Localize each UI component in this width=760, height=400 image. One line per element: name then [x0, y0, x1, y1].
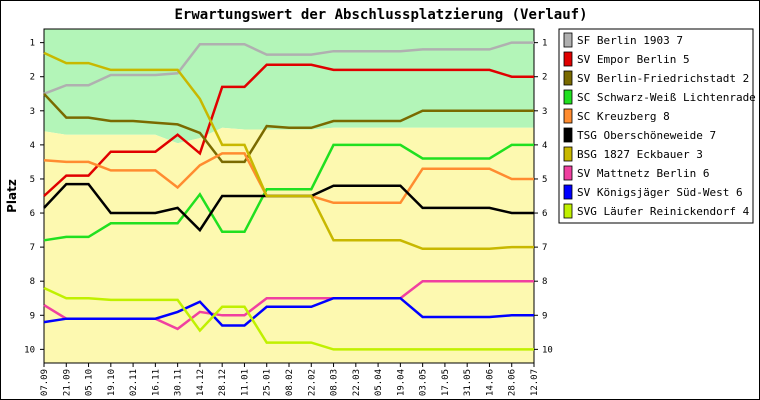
x-tick-label: 12.07	[530, 369, 540, 396]
x-tick-label: 16.11	[151, 369, 161, 396]
y-tick-label-left: 10	[24, 345, 35, 355]
x-tick-label: 07.09	[40, 369, 50, 396]
y-tick-label-left: 4	[30, 141, 35, 151]
legend-swatch	[563, 89, 573, 105]
legend-entry: SV Mattnetz Berlin 6	[577, 167, 709, 180]
legend-entry: SV Empor Berlin 5	[577, 53, 690, 66]
x-tick-label: 19.04	[396, 369, 406, 396]
series-lines	[43, 41, 534, 351]
y-tick-label-left: 9	[30, 311, 35, 321]
x-tick-label: 28.06	[508, 369, 518, 396]
x-tick-label: 17.05	[441, 369, 451, 396]
x-tick-label: 03.05	[419, 369, 429, 396]
legend-swatch	[563, 146, 573, 162]
series-line-8	[43, 296, 534, 327]
y-tick-label-right: 6	[542, 209, 547, 219]
y-tick-label-right: 3	[542, 107, 547, 117]
y-tick-label-right: 8	[542, 277, 547, 287]
y-tick-label-left: 6	[30, 209, 35, 219]
legend-entry: BSG 1827 Eckbauer 3	[577, 148, 703, 161]
y-tick-label-right: 2	[542, 73, 547, 83]
chart-title: Erwartungswert der Abschlussplatzierung …	[174, 7, 587, 23]
legend-entry: SVG Läufer Reinickendorf 4	[577, 205, 750, 218]
x-tick-label: 08.03	[330, 369, 340, 396]
series-line-2	[43, 92, 534, 164]
y-tick-label-right: 1	[542, 39, 547, 49]
y-tick-label-right: 5	[542, 175, 547, 185]
background-zone-1	[44, 127, 534, 363]
x-tick-label: 19.10	[107, 369, 117, 396]
x-tick-label: 22.02	[307, 369, 317, 396]
y-tick-label-left: 8	[30, 277, 35, 287]
series-line-1	[43, 63, 534, 197]
y-tick-label-right: 4	[542, 141, 547, 151]
x-tick-label: 28.12	[218, 369, 228, 396]
y-tick-label-left: 3	[30, 107, 35, 117]
series-line-0	[43, 41, 534, 95]
y-tick-label-right: 10	[542, 345, 553, 355]
series-line-6	[43, 51, 534, 251]
legend-box	[558, 28, 754, 224]
legend: SF Berlin 1903 7 SV Empor Berlin 5 SV Berl…	[558, 28, 759, 224]
legend-swatch	[563, 32, 573, 48]
x-tick-label: 25.01	[263, 369, 273, 396]
legend-swatch	[563, 127, 573, 143]
legend-entry: SV Königsjäger Süd-West 6	[577, 186, 743, 199]
y-tick-label-left: 7	[30, 243, 35, 253]
x-tick-label: 14.06	[485, 369, 495, 396]
x-tick-label: 05.04	[374, 369, 384, 396]
legend-entry: SV Berlin-Friedrichstadt 2	[577, 72, 749, 85]
y-axis-label: Platz	[5, 179, 19, 213]
y-tick-label-left: 5	[30, 175, 35, 185]
y-tick-label-right: 7	[542, 243, 547, 253]
x-tick-label: 08.02	[285, 369, 295, 396]
x-tick-label: 14.12	[196, 369, 206, 396]
legend-swatch	[563, 108, 573, 124]
x-tick-label: 21.09	[62, 369, 72, 396]
legend-swatch	[563, 203, 573, 219]
x-tick-label: 02.11	[129, 369, 139, 396]
legend-entry: SF Berlin 1903 7	[577, 34, 683, 47]
legend-entry: SC Kreuzberg 8	[577, 110, 670, 123]
legend-entry: SC Schwarz-Weiß Lichtenrade 4	[577, 91, 759, 104]
x-tick-label: 05.10	[85, 369, 95, 396]
y-axis-ticks: 1 1 2 2 3 3 4 4 5 5 6 6 7 7 8 8 9 9 10 10	[24, 39, 553, 356]
series-line-9	[43, 286, 534, 351]
x-tick-label: 22.03	[352, 369, 362, 396]
series-line-3	[43, 143, 534, 242]
y-tick-label-left: 2	[30, 73, 35, 83]
background-zone-0	[44, 29, 534, 144]
y-tick-label-left: 1	[30, 39, 35, 49]
legend-swatch	[563, 51, 573, 67]
x-tick-label: 31.05	[463, 369, 473, 396]
legend-swatch	[563, 184, 573, 200]
x-tick-label: 11.01	[240, 369, 250, 396]
x-axis-ticks: 07.09 21.09 05.10 19.10 02.11 16.11 30.11 14.12…	[40, 363, 540, 396]
legend-entry: TSG Oberschöneweide 7	[577, 129, 716, 142]
x-tick-label: 30.11	[174, 369, 184, 396]
legend-swatch	[563, 165, 573, 181]
legend-swatch	[563, 70, 573, 86]
y-tick-label-right: 9	[542, 311, 547, 321]
